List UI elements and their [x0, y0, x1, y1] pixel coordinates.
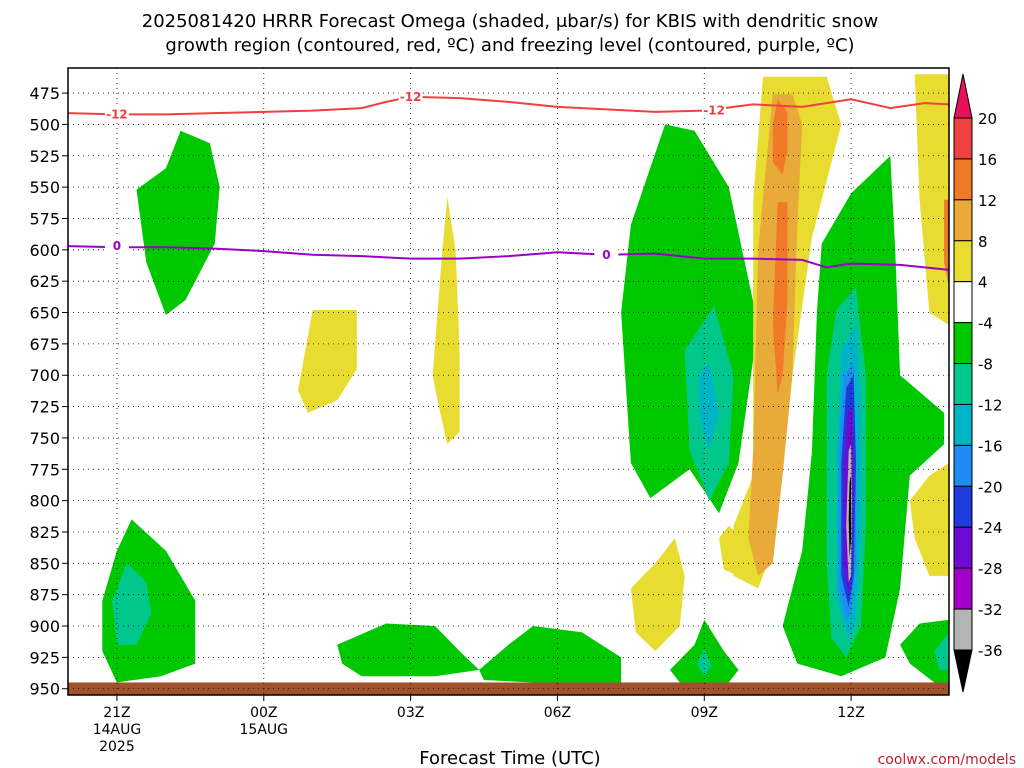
colorbar-swatch	[953, 403, 973, 446]
colorbar-label: -32	[978, 601, 1003, 619]
title-line-1: 2025081420 HRRR Forecast Omega (shaded, …	[142, 11, 879, 32]
omega-region-27	[900, 619, 949, 683]
y-tick-label: 575	[29, 209, 60, 228]
credit-text: coolwx.com/models	[878, 752, 1016, 768]
grid-lines	[68, 68, 949, 695]
contour-line	[67, 95, 950, 116]
omega-region-24	[479, 626, 622, 683]
colorbar-label: 4	[978, 274, 988, 292]
contour-label-bg	[398, 88, 423, 103]
y-tick-label: 850	[29, 554, 60, 573]
contour-label-bg	[104, 106, 129, 121]
colorbar-label: 8	[978, 233, 988, 251]
colorbar-swatch	[953, 526, 973, 569]
contour-label-bg	[594, 246, 619, 261]
colorbar-bottom-arrow	[953, 649, 973, 693]
colorbar-label: 12	[978, 192, 997, 210]
y-tick-label: 625	[29, 272, 60, 291]
x-tick-label: 15AUG	[240, 722, 289, 738]
colorbar: 20 16 12 8 4 -4 -8 -12 -16 -20 -24 -28 -32 -36	[953, 73, 1003, 693]
omega-shading	[102, 74, 949, 683]
contour-label-bg	[702, 102, 727, 117]
title-line-2: growth region (contoured, red, ºC) and f…	[165, 35, 854, 56]
colorbar-swatch	[953, 199, 973, 242]
x-tick-label: 00Z	[250, 705, 277, 721]
contour-lines: -12 -12 -12 0 0	[67, 88, 950, 271]
y-tick-label: 475	[29, 84, 60, 103]
omega-region-17	[848, 475, 852, 558]
y-tick-label: 700	[29, 366, 60, 385]
colorbar-swatch	[953, 608, 973, 651]
y-tick-label: 925	[29, 648, 60, 667]
omega-region-20	[909, 463, 949, 576]
colorbar-swatch	[953, 363, 973, 405]
y-tick-label: 550	[29, 178, 60, 197]
x-tick-label: 03Z	[397, 705, 424, 721]
y-tick-label: 950	[29, 680, 60, 699]
y-tick-label: 875	[29, 586, 60, 605]
contour-label: 0	[113, 239, 121, 253]
colorbar-swatch	[953, 117, 973, 160]
y-tick-label: 600	[29, 241, 60, 260]
omega-region-1	[298, 310, 357, 413]
colorbar-swatch	[953, 485, 973, 528]
y-tick-label: 750	[29, 429, 60, 448]
colorbar-swatch	[953, 322, 973, 365]
colorbar-label: -16	[978, 437, 1003, 455]
x-tick-label: 14AUG	[93, 722, 142, 738]
colorbar-swatch	[953, 158, 973, 201]
omega-region-26	[696, 648, 712, 677]
colorbar-label: -20	[978, 478, 1003, 496]
colorbar-label: -4	[978, 315, 993, 333]
colorbar-swatch	[953, 444, 973, 487]
y-tick-label: 725	[29, 398, 60, 417]
x-tick-label: 12Z	[837, 705, 864, 721]
contour-label: -12	[106, 107, 128, 121]
x-axis-label: Forecast Time (UTC)	[419, 748, 600, 768]
colorbar-swatch	[953, 567, 973, 610]
colorbar-label: -36	[978, 642, 1003, 660]
omega-region-30	[719, 525, 744, 576]
y-tick-label: 900	[29, 617, 60, 636]
x-tick-label: 06Z	[544, 705, 571, 721]
colorbar-label: -24	[978, 519, 1003, 537]
y-tick-label: 775	[29, 460, 60, 479]
colorbar-label: -8	[978, 356, 993, 374]
x-tick-label: 09Z	[691, 705, 718, 721]
omega-region-19	[944, 199, 949, 288]
contour-label: 0	[602, 248, 610, 262]
colorbar-label: -12	[978, 396, 1003, 414]
plot-area: -12 -12 -12 0 0	[67, 67, 950, 696]
omega-region-23	[337, 623, 480, 677]
y-tick-label: 650	[29, 304, 60, 323]
contour-label: -12	[400, 90, 422, 104]
contour-label-bg	[104, 238, 129, 253]
omega-region-18	[914, 74, 949, 326]
omega-region-29	[630, 538, 685, 652]
colorbar-label: 20	[978, 110, 997, 128]
colorbar-swatch	[953, 281, 973, 324]
contour-line	[67, 245, 950, 271]
colorbar-swatch	[953, 240, 973, 283]
y-tick-label: 675	[29, 335, 60, 354]
colorbar-top-arrow	[953, 73, 973, 119]
colorbar-label: -28	[978, 560, 1003, 578]
x-tick-label: 2025	[99, 739, 135, 755]
y-tick-label: 525	[29, 147, 60, 166]
x-tick-label: 21Z	[103, 705, 130, 721]
omega-region-0	[136, 130, 220, 315]
contour-label: -12	[703, 104, 725, 118]
y-tick-label: 500	[29, 115, 60, 134]
omega-region-28	[934, 632, 949, 670]
plot-frame	[67, 67, 950, 696]
y-axis: 475 500 525 550 575 600 625 650 675 700 725 750 775 8…	[29, 84, 68, 699]
y-tick-label: 825	[29, 523, 60, 542]
y-tick-label: 800	[29, 492, 60, 511]
omega-region-22	[112, 563, 152, 645]
colorbar-label: 16	[978, 151, 997, 169]
